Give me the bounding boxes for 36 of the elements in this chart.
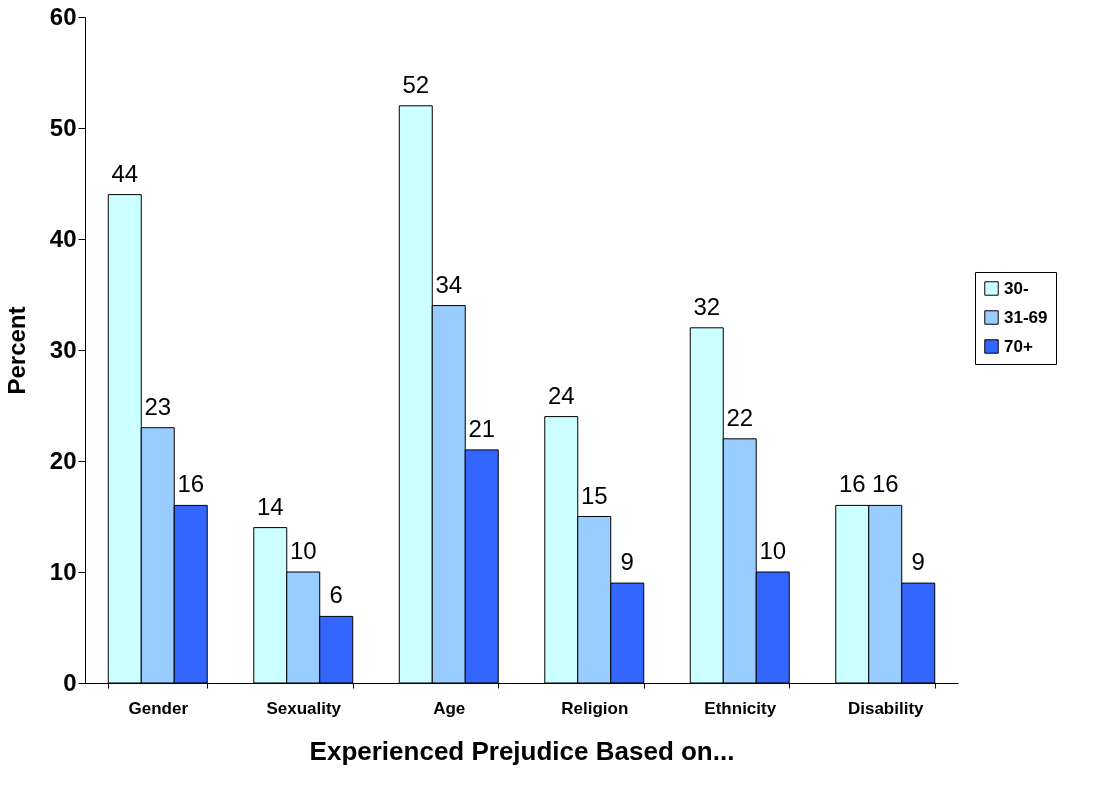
x-tick-label: Religion bbox=[561, 698, 629, 718]
data-label: 16 bbox=[871, 470, 899, 498]
x-tick-label: Disability bbox=[847, 698, 925, 718]
y-tick-label: 20 bbox=[49, 446, 77, 474]
legend-label: 31-69 bbox=[1004, 307, 1048, 327]
data-label: 6 bbox=[329, 581, 343, 609]
y-tick-label: 40 bbox=[49, 224, 77, 252]
data-label: 22 bbox=[726, 403, 754, 431]
data-label: 14 bbox=[256, 492, 284, 520]
data-label: 9 bbox=[620, 548, 634, 576]
x-axis-title: Experienced Prejudice Based on... bbox=[309, 735, 735, 766]
y-tick-label: 10 bbox=[49, 557, 77, 585]
y-axis-title: Percent bbox=[2, 306, 30, 395]
data-label: 16 bbox=[838, 470, 866, 498]
data-label: 23 bbox=[144, 392, 172, 420]
x-tick-label: Sexuality bbox=[266, 698, 342, 718]
data-label: 32 bbox=[693, 292, 721, 320]
y-tick-label: 60 bbox=[49, 2, 77, 30]
y-tick-label: 30 bbox=[49, 335, 77, 363]
legend-label: 30- bbox=[1004, 278, 1029, 298]
data-label: 52 bbox=[402, 70, 430, 98]
data-label: 34 bbox=[435, 270, 463, 298]
legend-label: 70+ bbox=[1004, 336, 1033, 356]
data-label: 44 bbox=[111, 159, 139, 187]
data-label: 15 bbox=[580, 481, 608, 509]
y-tick-label: 50 bbox=[49, 113, 77, 141]
data-label: 10 bbox=[289, 537, 317, 564]
x-tick-label: Age bbox=[433, 698, 466, 718]
data-label: 9 bbox=[911, 548, 925, 576]
data-label: 21 bbox=[468, 414, 496, 442]
y-tick-label: 0 bbox=[63, 668, 77, 696]
x-tick-label: Ethnicity bbox=[704, 698, 777, 718]
data-label: 10 bbox=[759, 537, 787, 564]
data-label: 24 bbox=[547, 381, 575, 409]
data-label: 16 bbox=[177, 470, 205, 498]
x-tick-label: Gender bbox=[128, 698, 189, 718]
